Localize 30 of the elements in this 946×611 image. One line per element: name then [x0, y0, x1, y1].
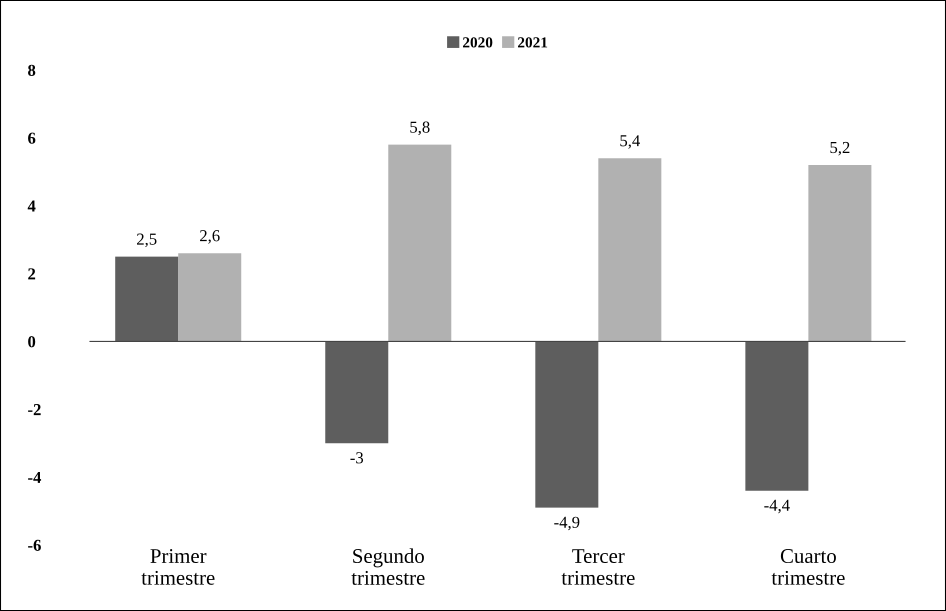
x-tick-label: Tercer trimestre [562, 549, 635, 585]
legend-label: 2020 [463, 37, 492, 48]
bar [178, 253, 242, 342]
data-label: 2,5 [137, 234, 156, 248]
x-tick-label: Primer trimestre [141, 549, 215, 585]
x-tick-label: Segundo trimestre [351, 548, 425, 585]
bar [808, 165, 872, 342]
data-label: 5,2 [830, 142, 850, 156]
bar [745, 341, 808, 491]
bar [115, 256, 178, 342]
y-tick-label: 8 [28, 64, 36, 76]
bar [598, 158, 662, 342]
y-tick-label: 0 [28, 336, 36, 348]
data-label: -3 [350, 452, 364, 464]
y-tick-label: -4 [28, 472, 42, 483]
bar [535, 341, 598, 508]
y-tick-label: 4 [28, 200, 36, 212]
data-label: 2,6 [200, 230, 220, 244]
x-tick-label: Cuarto trimestre [772, 549, 845, 585]
y-tick-label: -2 [28, 404, 41, 416]
y-tick-label: -6 [28, 540, 41, 551]
legend-label: 2021 [518, 37, 548, 48]
y-tick-label: 2 [28, 268, 36, 280]
bar [325, 341, 388, 444]
data-label: 5,8 [410, 122, 430, 136]
data-label: -4,4 [764, 500, 790, 514]
y-tick-label: 6 [28, 132, 36, 144]
data-label: -4,9 [554, 516, 580, 530]
data-label: 5,4 [620, 135, 640, 149]
bar [388, 144, 452, 342]
